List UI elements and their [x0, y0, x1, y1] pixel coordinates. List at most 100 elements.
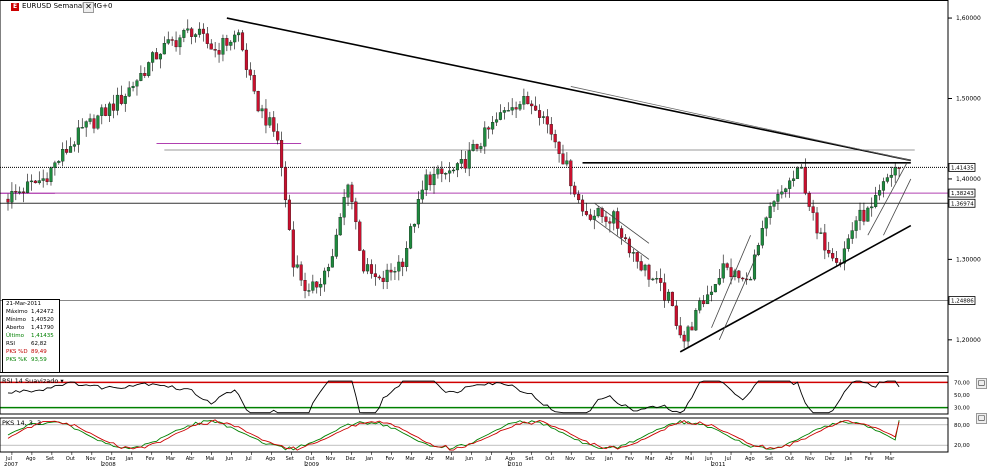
candle-body	[397, 261, 401, 272]
candle-body	[663, 282, 667, 301]
x-year-label: 2011	[712, 462, 726, 466]
x-month-label: Nov	[565, 456, 575, 462]
rsi-tick-label: 30,00	[954, 406, 970, 412]
x-month-label: Dez	[106, 456, 116, 462]
candle-body	[342, 197, 346, 218]
candle-body	[608, 221, 612, 224]
candle-body	[459, 159, 463, 164]
candle-body	[682, 334, 686, 342]
candle-body	[835, 258, 839, 263]
candle-body	[698, 300, 702, 311]
price-label: 1,36974	[951, 201, 974, 207]
candle-body	[37, 180, 41, 184]
trendline-long-support	[679, 224, 912, 353]
candle-body	[381, 277, 385, 282]
candle-body	[483, 127, 487, 147]
candle-body	[147, 62, 151, 76]
infobox-label: PKS %D	[6, 349, 28, 355]
infobox-label: Mínimo	[6, 317, 27, 323]
candle-body	[350, 184, 354, 202]
candle-body	[631, 252, 635, 254]
candle-body	[487, 127, 491, 130]
candle-body	[885, 177, 889, 182]
candle-body	[287, 199, 291, 230]
candle-body	[623, 237, 628, 240]
candle-body	[803, 167, 807, 194]
x-month-label: Out	[545, 456, 554, 462]
candle-body	[866, 207, 870, 222]
candle-body	[358, 221, 362, 251]
pks-panel-frame	[0, 417, 949, 453]
candle-body	[45, 178, 49, 182]
candle-body	[119, 94, 123, 104]
infobox-label: PKS %K	[6, 357, 27, 363]
candle-body	[217, 50, 221, 55]
infobox-value: 1,41790	[31, 325, 54, 331]
x-month-label: Jan	[364, 456, 373, 462]
x-month-label: Nov	[86, 456, 96, 462]
candle-body	[545, 116, 549, 125]
candle-body	[18, 191, 22, 193]
infobox-value: 1,40520	[31, 317, 54, 323]
candle-body	[190, 28, 194, 37]
candle-body	[799, 167, 803, 169]
candle-body	[330, 256, 334, 268]
x-year-label: 2007	[4, 462, 18, 466]
pks-maximize-button[interactable]: ▢	[976, 413, 987, 424]
candle-body	[659, 278, 663, 283]
candle-body	[280, 140, 284, 168]
candle-body	[80, 127, 84, 129]
x-month-label: Jan	[604, 456, 613, 462]
candle-body	[463, 159, 467, 169]
candle-body	[655, 278, 659, 280]
x-month-label: Set	[46, 456, 54, 462]
candle-body	[131, 85, 135, 88]
candle-body	[205, 33, 209, 44]
candle-body	[827, 250, 831, 254]
candle-body	[151, 52, 155, 63]
rsi-panel-title: RSI 14 Suavizado ▾	[2, 377, 64, 385]
x-month-label: Jan	[844, 456, 853, 462]
rsi-maximize-button[interactable]: ▢	[976, 378, 987, 389]
price-label: 1,24886	[951, 299, 974, 305]
x-month-label: Fev	[625, 456, 634, 462]
candle-body	[620, 228, 624, 238]
candle-body	[846, 238, 850, 249]
candle-body	[510, 107, 514, 111]
x-month-label: Jun	[225, 456, 234, 462]
price-label-box	[948, 198, 976, 208]
channel-line	[867, 162, 908, 236]
x-month-label: Fev	[385, 456, 394, 462]
channel-line	[883, 178, 912, 236]
candle-body	[686, 326, 690, 342]
x-month-label: Abr	[186, 456, 196, 462]
candle-body	[100, 107, 104, 116]
candle-body	[651, 278, 655, 281]
candle-body	[588, 214, 592, 220]
candle-body	[326, 267, 331, 272]
rsi-title-text: RSI 14 Suavizado	[2, 377, 59, 385]
candle-body	[256, 91, 260, 112]
candle-body	[858, 209, 862, 221]
infobox-row: Aberto 1,41790	[3, 324, 59, 332]
y-tick-label: 1,20000	[956, 337, 981, 344]
candle-body	[557, 141, 561, 154]
candle-body	[229, 41, 233, 46]
candle-body	[432, 173, 436, 186]
infobox-label: RSI	[6, 341, 15, 347]
candle-body	[377, 276, 381, 279]
pks-title-text: PKS 14, 3 ,3	[2, 419, 42, 427]
rsi-panel-frame	[0, 375, 949, 415]
candle-body	[713, 284, 717, 293]
candle-body	[225, 38, 229, 46]
infobox-row: Mínimo 1,40520	[3, 316, 59, 324]
infobox-row: RSI 62,82	[3, 340, 59, 348]
candle-body	[604, 216, 608, 222]
candle-body	[424, 174, 428, 191]
pks-tick-label: 20,00	[954, 443, 970, 449]
close-button[interactable]: ✕	[83, 2, 94, 13]
x-month-label: Mar	[405, 456, 415, 462]
candle-body	[158, 53, 162, 60]
candle-body	[209, 43, 213, 50]
